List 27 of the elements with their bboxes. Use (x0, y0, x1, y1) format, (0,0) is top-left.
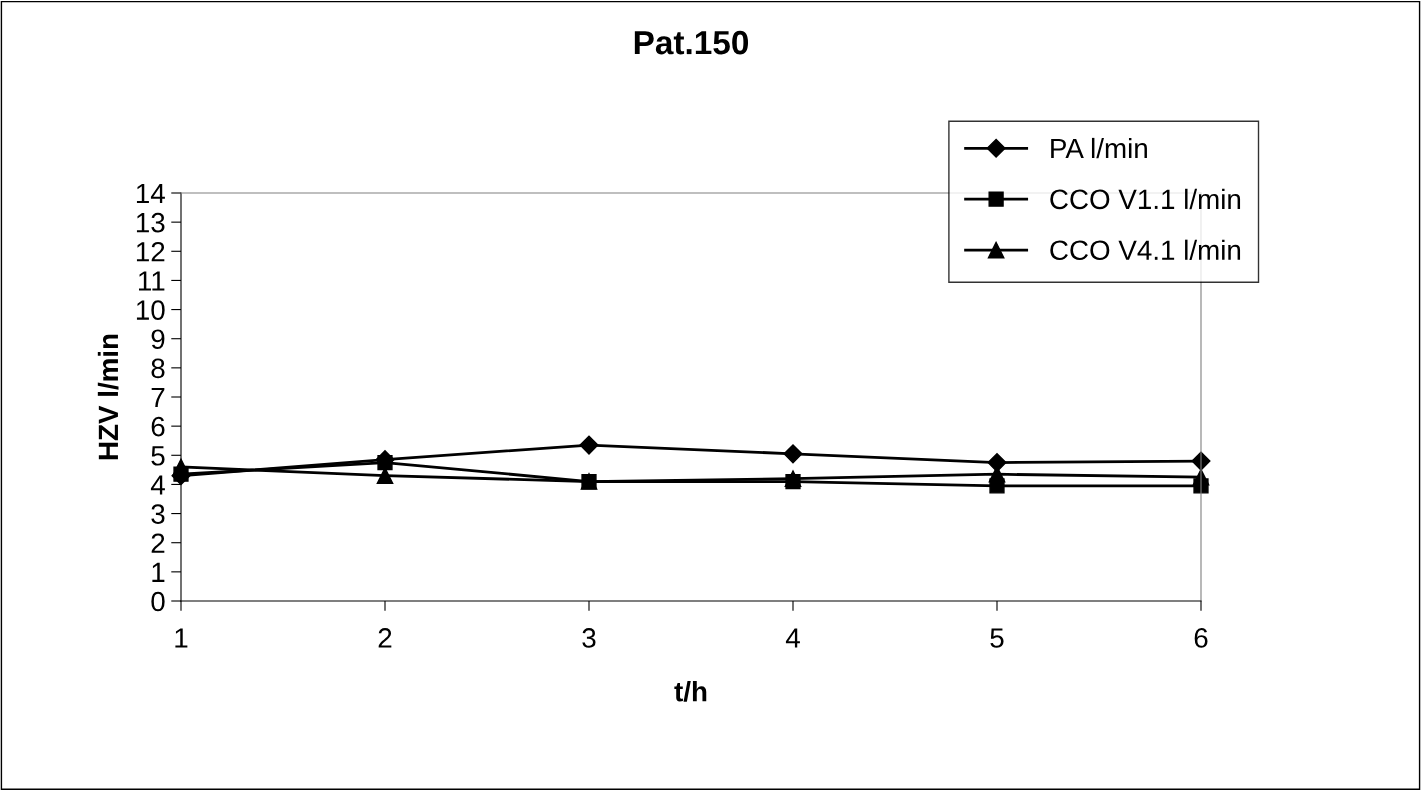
x-tick-label: 6 (1194, 628, 1208, 648)
x-axis-title: t/h (674, 681, 707, 702)
y-tick-label: 7 (151, 387, 165, 408)
x-tick-label: 2 (378, 628, 392, 648)
y-tick-label: 5 (151, 446, 165, 466)
y-tick-label: 9 (151, 329, 165, 350)
chart-title: Pat.150 (634, 30, 749, 55)
y-tick-label: 1 (152, 562, 165, 582)
y-tick-label: 8 (151, 358, 165, 379)
legend-label: CCO V4.1 l/min (1050, 239, 1241, 261)
legend-label: CCO V1.1 l/min (1050, 188, 1241, 210)
x-tick-label: 1 (175, 628, 188, 648)
y-tick-label: 3 (151, 504, 165, 524)
y-tick-label: 14 (136, 183, 165, 204)
y-tick-label: 13 (136, 212, 165, 233)
y-tick-label: 4 (150, 475, 165, 495)
legend-label: PA l/min (1051, 137, 1147, 159)
y-tick-label: 10 (136, 300, 165, 320)
x-tick-label: 4 (785, 628, 800, 648)
x-tick-label: 5 (990, 628, 1004, 648)
y-tick-label: 2 (151, 533, 165, 553)
y-tick-label: 0 (151, 591, 165, 612)
y-tick-label: 11 (138, 271, 165, 291)
y-tick-label: 12 (136, 241, 165, 262)
x-tick-label: 3 (582, 628, 596, 648)
y-axis-title: HZV l/min (97, 334, 119, 460)
y-tick-label: 6 (151, 416, 165, 437)
